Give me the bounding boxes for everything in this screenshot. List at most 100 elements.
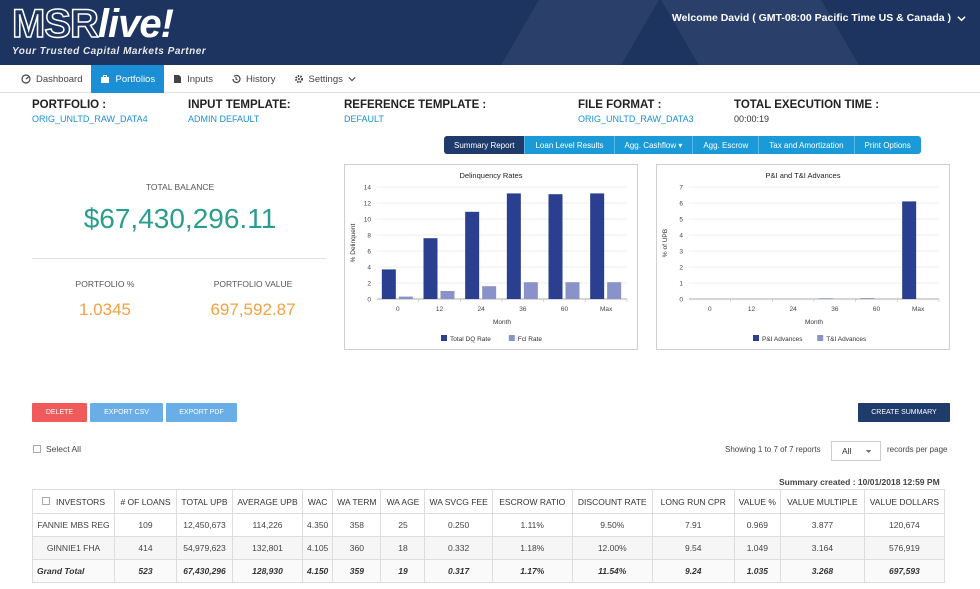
legend-swatch [441, 335, 447, 341]
summary-table: INVESTORS # OF LOANS TOTAL UPB AVERAGE UPB W… [32, 489, 945, 583]
export-csv-button[interactable]: EXPORT CSV [90, 403, 163, 422]
legend-label: P&I Advances [762, 336, 803, 343]
column-header[interactable]: WAC [301, 489, 334, 514]
table-cell: 1.049 [733, 536, 781, 560]
column-header[interactable]: # OF LOANS [114, 489, 177, 514]
column-header[interactable]: WA SVCG FEE [424, 489, 493, 514]
table-cell: 4.350 [301, 513, 334, 537]
y-axis-label: % of UPB [662, 229, 669, 257]
nav-portfolios-label: Portfolios [115, 73, 156, 85]
column-header[interactable]: LONG RUN CPR [651, 489, 735, 514]
x-tick-label: 0 [396, 306, 400, 313]
select-all[interactable]: Select All [33, 444, 81, 454]
table-cell: 7.91 [651, 513, 735, 537]
execution-time-info: TOTAL EXECUTION TIME : 00:00:19 [734, 99, 879, 124]
nav-history[interactable]: History [222, 65, 285, 93]
select-all-checkbox[interactable] [33, 445, 41, 453]
file-icon [174, 75, 182, 83]
per-page-label: records per page [887, 445, 948, 454]
delete-button[interactable]: DELETE [32, 403, 87, 422]
table-cell: 0.969 [733, 513, 781, 537]
logo[interactable]: MSRlive! Your Trusted Capital Markets Pa… [11, 2, 207, 57]
nav-portfolios[interactable]: Portfolios [91, 65, 165, 93]
logo-live-text: live! [97, 2, 174, 46]
portfolio-value[interactable]: ORIG_UNLTD_RAW_DATA4 [32, 114, 148, 124]
bar-fcl-rate [398, 296, 413, 299]
nav-inputs[interactable]: Inputs [164, 65, 222, 93]
tab-loan-level-results[interactable]: Loan Level Results [525, 136, 615, 154]
tab-summary-report[interactable]: Summary Report [444, 136, 526, 154]
table-cell: 3.164 [779, 536, 865, 560]
column-header[interactable]: TOTAL UPB [176, 489, 233, 514]
bar-fcl-rate [440, 291, 455, 299]
column-header[interactable]: INVESTORS [32, 489, 115, 514]
column-header[interactable]: VALUE MULTIPLE [779, 489, 865, 514]
dashboard-icon [21, 74, 31, 84]
gear-icon [294, 75, 303, 83]
bar-fcl-rate [565, 282, 580, 299]
x-tick-label: 36 [519, 306, 527, 313]
tab-agg-escrow[interactable]: Agg. Escrow [693, 136, 760, 154]
logo-tagline: Your Trusted Capital Markets Partner [12, 46, 207, 57]
header-decoration [661, 0, 859, 65]
legend-label: Fcl Rate [518, 336, 543, 343]
column-header[interactable]: AVERAGE UPB [232, 489, 303, 514]
column-header[interactable]: VALUE % [733, 489, 781, 514]
legend-swatch [508, 335, 515, 341]
column-header[interactable]: WA AGE [380, 489, 426, 514]
x-tick-label: 12 [436, 306, 444, 313]
table-cell: 4.105 [301, 536, 334, 560]
table-cell: 4.150 [301, 559, 334, 583]
file-format-value[interactable]: ORIG_UNLTD_RAW_DATA3 [578, 114, 694, 124]
x-tick-label: 12 [748, 306, 756, 313]
column-header[interactable]: DISCOUNT RATE [571, 489, 653, 514]
x-tick-label: 24 [478, 306, 486, 313]
table-cell: 9.50% [571, 513, 653, 537]
x-tick-label: 60 [561, 306, 569, 313]
chevron-down-icon [865, 449, 872, 453]
tab-tax-amortization[interactable]: Tax and Amortization [759, 136, 855, 154]
table-cell: 12.00% [571, 536, 653, 560]
bar-total-dq-rate [423, 238, 438, 299]
column-header[interactable]: VALUE DOLLARS [863, 489, 945, 514]
y-tick-label: 12 [364, 201, 372, 208]
reference-template-label: REFERENCE TEMPLATE : [344, 99, 487, 111]
table-cell: 3.268 [779, 559, 865, 583]
table-row[interactable]: GINNIE1 FHA 414 54,979,623 132,801 4.105 360 1… [32, 536, 945, 560]
bar-fcl-rate [523, 282, 538, 299]
header-checkbox[interactable] [42, 496, 51, 505]
column-header[interactable]: ESCROW RATIO [491, 489, 573, 514]
header-decoration [501, 0, 659, 65]
y-tick-label: 1 [679, 281, 683, 288]
x-tick-label: 0 [708, 306, 712, 313]
nav-inputs-label: Inputs [187, 73, 213, 85]
portfolio-value-label: PORTFOLIO VALUE [213, 279, 293, 289]
nav-settings[interactable]: Settings [285, 65, 365, 93]
table-cell: 697,593 [863, 559, 945, 583]
create-summary-button[interactable]: CREATE SUMMARY [858, 403, 950, 422]
x-axis-label: Month [493, 319, 511, 326]
y-tick-label: 10 [364, 217, 372, 224]
tab-agg-cashflow[interactable]: Agg. Cashflow ▾ [614, 136, 694, 154]
bar-total-dq-rate [590, 193, 605, 299]
user-menu[interactable]: Welcome David ( GMT-08:00 Pacific Time U… [672, 12, 966, 24]
table-cell: 128,930 [232, 559, 303, 583]
y-tick-label: 4 [679, 233, 683, 240]
table-row[interactable]: FANNIE MBS REG 109 12,450,673 114,226 4.350 3… [32, 513, 945, 537]
table-cell: 11.54% [571, 559, 653, 583]
tab-print-options[interactable]: Print Options [854, 136, 921, 154]
legend-swatch [753, 335, 759, 341]
table-cell: 132,801 [232, 536, 303, 560]
export-pdf-button[interactable]: EXPORT PDF [166, 403, 237, 422]
y-tick-label: 8 [367, 233, 371, 240]
page-size-select[interactable]: All [831, 441, 881, 461]
reference-template-value[interactable]: DEFAULT [344, 114, 384, 124]
nav-dashboard[interactable]: Dashboard [12, 65, 91, 93]
logo-main-text: MSR [11, 2, 99, 46]
column-header[interactable]: WA TERM [332, 489, 382, 514]
table-cell: 0.332 [424, 536, 493, 560]
table-cell: 9.54 [651, 536, 735, 560]
input-template-value[interactable]: ADMIN DEFAULT [188, 114, 260, 124]
